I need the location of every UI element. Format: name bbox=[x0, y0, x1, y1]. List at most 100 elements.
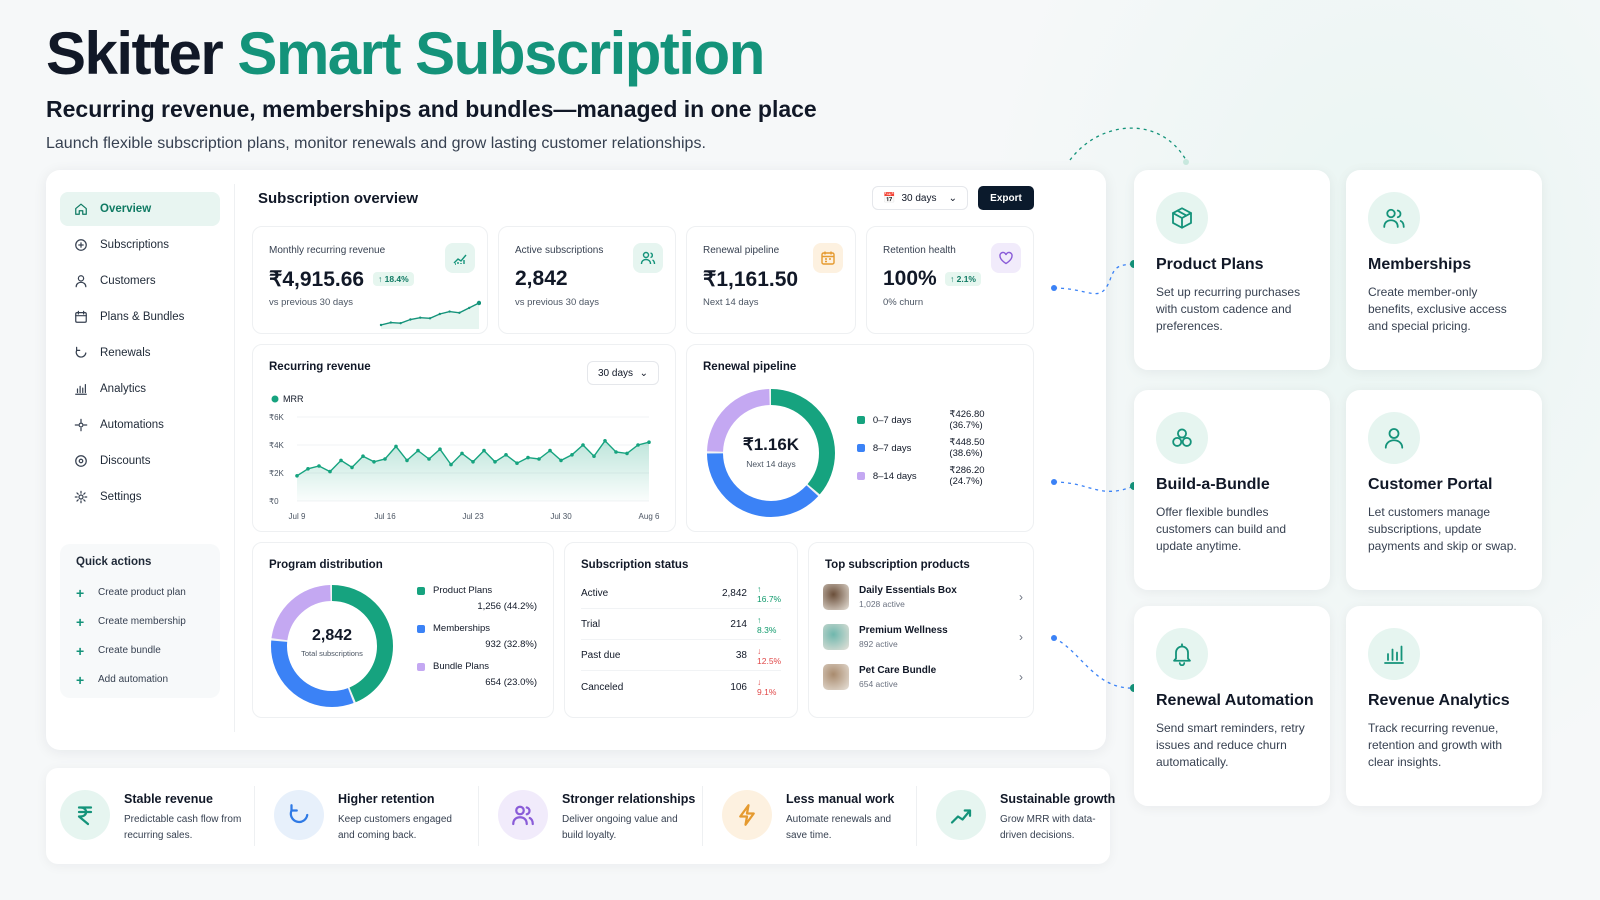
donut-center-sub: Next 14 days bbox=[746, 459, 796, 469]
feature-card-revenue-analytics[interactable]: Revenue Analytics Track recurring revenue… bbox=[1346, 606, 1542, 806]
kpi-mrr-card: Monthly recurring revenue ₹4,915.66 ↑ 18… bbox=[252, 226, 488, 334]
chart-range-select[interactable]: 30 days ⌄ bbox=[587, 361, 659, 385]
feature-card-renewal-automation[interactable]: Renewal Automation Send smart reminders, … bbox=[1134, 606, 1330, 806]
feature-title: Build-a-Bundle bbox=[1156, 476, 1270, 493]
legend-label: MRR bbox=[283, 394, 304, 404]
sidebar-item-plans-bundles[interactable]: Plans & Bundles bbox=[60, 300, 220, 334]
sidebar-item-renewals[interactable]: Renewals bbox=[60, 336, 220, 370]
distribution-legend-row: Memberships bbox=[417, 623, 490, 634]
sidebar-item-analytics[interactable]: Analytics bbox=[60, 372, 220, 406]
donut-slice bbox=[271, 585, 393, 707]
data-point bbox=[625, 451, 629, 456]
quick-action-label: Create product plan bbox=[98, 587, 186, 598]
kpi-label: Renewal pipeline bbox=[703, 245, 780, 256]
sidebar-item-automations[interactable]: Automations bbox=[60, 408, 220, 442]
donut-slice bbox=[707, 389, 835, 517]
kpi-value: 100% bbox=[883, 267, 937, 290]
sidebar-item-customers[interactable]: Customers bbox=[60, 264, 220, 298]
data-point bbox=[636, 443, 640, 447]
sparkline-point bbox=[438, 312, 441, 316]
feature-card-product-plans[interactable]: Product Plans Set up recurring purchases … bbox=[1134, 170, 1330, 370]
product-thumbnail bbox=[823, 584, 849, 610]
date-range-select[interactable]: 📅 30 days ⌄ bbox=[872, 186, 968, 210]
sidebar-item-settings[interactable]: Settings bbox=[60, 480, 220, 514]
legend-label: Product Plans bbox=[433, 585, 493, 596]
chart-range-value: 30 days bbox=[598, 367, 634, 379]
product-row[interactable]: Pet Care Bundle 654 active › bbox=[823, 657, 1023, 697]
y-tick-label: ₹6K bbox=[269, 413, 285, 422]
feature-description: Set up recurring purchases with custom c… bbox=[1156, 285, 1301, 333]
user-icon bbox=[74, 274, 88, 288]
legend-label: Bundle Plans bbox=[433, 661, 489, 672]
date-range-value: 30 days bbox=[901, 192, 937, 204]
feature-description: Offer flexible bundles customers can bui… bbox=[1156, 505, 1287, 553]
status-value: 2,842 bbox=[721, 588, 747, 599]
product-name: Pet Care Bundle bbox=[859, 665, 937, 676]
card-title: Top subscription products bbox=[825, 559, 970, 571]
data-point bbox=[603, 439, 607, 443]
status-value: 106 bbox=[730, 681, 747, 693]
page-subtitle: Recurring revenue, memberships and bundl… bbox=[46, 96, 817, 122]
product-row[interactable]: Premium Wellness 892 active › bbox=[823, 617, 1023, 657]
data-point bbox=[427, 457, 431, 461]
dashboard-panel: Overview Subscriptions Customers Plans & Bu… bbox=[46, 170, 1106, 750]
sidebar-item-label: Renewals bbox=[100, 347, 151, 359]
feature-card-memberships[interactable]: Memberships Create member-only benefits, … bbox=[1346, 170, 1542, 370]
data-point bbox=[460, 451, 464, 456]
rupee-icon bbox=[60, 790, 110, 840]
benefit-item: Sustainable growth Grow MRR with data-dri… bbox=[922, 768, 1128, 864]
benefit-description: Automate renewals and save time. bbox=[786, 814, 892, 841]
benefit-divider bbox=[254, 786, 255, 846]
data-point bbox=[295, 474, 299, 478]
benefit-description: Predictable cash flow from recurring sal… bbox=[124, 814, 242, 841]
heart-icon bbox=[991, 243, 1021, 273]
donut-slice bbox=[707, 389, 835, 517]
sidebar-item-overview[interactable]: Overview bbox=[60, 192, 220, 226]
data-point bbox=[548, 448, 552, 453]
mrr-sparkline bbox=[379, 300, 481, 329]
calendar-icon bbox=[74, 310, 88, 324]
status-change: ↑ 16.7% bbox=[757, 583, 782, 604]
donut-center: ₹1.16K Next 14 days bbox=[703, 435, 839, 469]
chevron-down-icon: ⌄ bbox=[639, 367, 648, 379]
quick-action-item[interactable]: + Create bundle bbox=[76, 636, 204, 665]
data-point bbox=[526, 455, 530, 460]
status-label: Past due bbox=[581, 650, 621, 661]
feature-card-customer-portal[interactable]: Customer Portal Let customers manage subs… bbox=[1346, 390, 1542, 590]
export-button[interactable]: Export bbox=[978, 186, 1034, 210]
benefit-item: Stronger relationships Deliver ongoing va… bbox=[484, 768, 695, 864]
kpi-sub: vs previous 30 days bbox=[515, 297, 599, 308]
chevron-right-icon: › bbox=[1019, 630, 1023, 644]
data-point bbox=[471, 460, 475, 464]
sidebar-item-subscriptions[interactable]: Subscriptions bbox=[60, 228, 220, 262]
top-products-card: Top subscription products Daily Essentia… bbox=[808, 542, 1034, 718]
quick-action-item[interactable]: + Create product plan bbox=[76, 578, 204, 607]
subscription-status-card: Subscription status Active 2,842 ↑ 16.7% Tr… bbox=[564, 542, 798, 718]
benefit-item: Less manual work Automate renewals and sa… bbox=[708, 768, 914, 864]
bundle-icon bbox=[1156, 412, 1208, 464]
bar-chart-icon bbox=[74, 382, 88, 396]
status-row: Active 2,842 ↑ 16.7% bbox=[581, 579, 781, 609]
legend-label: 0–7 days bbox=[872, 414, 912, 426]
bolt-icon bbox=[722, 790, 772, 840]
legend-value: 654 (23.0%) bbox=[485, 677, 537, 688]
sparkline-point bbox=[468, 306, 471, 310]
card-title: Renewal pipeline bbox=[703, 361, 797, 373]
kpi-label: Active subscriptions bbox=[515, 245, 604, 256]
overview-title: Subscription overview bbox=[258, 190, 419, 207]
users-icon bbox=[498, 790, 548, 840]
legend-label: 8–7 days bbox=[872, 442, 912, 454]
data-point bbox=[350, 465, 354, 470]
quick-action-item[interactable]: + Create membership bbox=[76, 607, 204, 636]
distribution-legend-row: Product Plans bbox=[417, 585, 492, 596]
data-point bbox=[416, 448, 420, 453]
data-point bbox=[361, 454, 365, 458]
sidebar-item-discounts[interactable]: Discounts bbox=[60, 444, 220, 478]
product-row[interactable]: Daily Essentials Box 1,028 active › bbox=[823, 577, 1023, 617]
quick-action-item[interactable]: + Add automation bbox=[76, 665, 204, 694]
data-point bbox=[493, 460, 497, 464]
feature-card-build-a-bundle[interactable]: Build-a-Bundle Offer flexible bundles cus… bbox=[1134, 390, 1330, 590]
recurring-revenue-chart: MRR ₹0 ₹2K ₹4K ₹6K Jul 9 Jul 16 Jul 23 Jul 30 Aug… bbox=[269, 394, 660, 521]
quick-actions-panel: Quick actions + Create product plan + Creat… bbox=[60, 544, 220, 698]
plus-icon: + bbox=[76, 671, 85, 688]
